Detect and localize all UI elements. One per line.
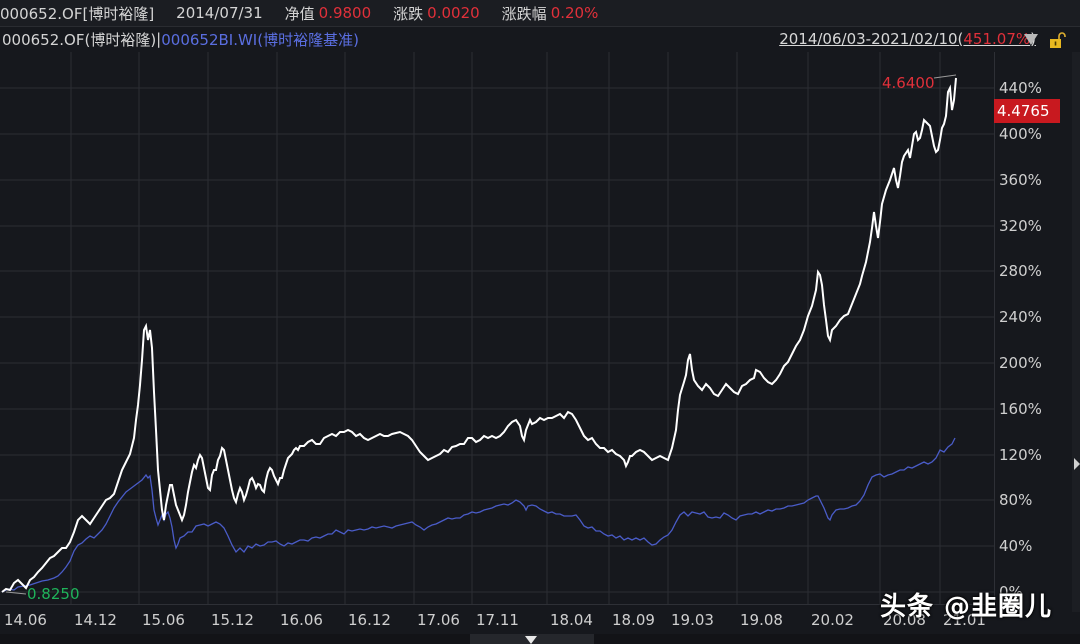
x-tick: 19.08 [740,611,783,629]
y-tick: 240% [999,308,1042,326]
legend-fund[interactable]: 000652.OF(博时裕隆) [2,30,157,49]
x-tick: 20.02 [811,611,854,629]
expand-right-arrow-icon[interactable] [1074,458,1080,470]
fund-line [1,77,957,593]
x-tick: 21.01 [943,611,986,629]
x-tick: 17.11 [476,611,519,629]
pct-label: 涨跌幅 [501,4,547,23]
chart-plot-area[interactable] [0,52,994,612]
pct-value: 0.20% [550,4,599,22]
x-tick: 16.06 [280,611,323,629]
x-tick: 16.12 [348,611,391,629]
y-tick: 440% [999,79,1042,97]
nav-value: 0.9800 [318,4,372,22]
x-tick: 18.09 [612,611,655,629]
y-tick: 80% [999,491,1033,509]
date-range-selector[interactable]: 2014/06/03-2021/02/10(451.07%) [779,30,1036,48]
nav-label: 净值 [284,4,315,23]
legend-benchmark[interactable]: 000652BI.WI(博时裕隆基准) [161,30,359,49]
info-bar: 000652.OF[博时裕隆] 2014/07/31 净值 0.9800 涨跌 … [0,0,1080,27]
triangle-down-icon[interactable] [1024,34,1038,45]
watermark: 头条 @韭圈儿 [880,592,1053,622]
x-tick: 19.03 [671,611,714,629]
legend-bar: 000652.OF(博时裕隆) | 000652BI.WI(博时裕隆基准) [0,27,1080,51]
y-axis: 440% 400% 360% 320% 280% 240% 200% 160% … [994,52,1073,612]
y-tick: 360% [999,171,1042,189]
x-tick: 15.06 [142,611,185,629]
unlock-icon[interactable] [1049,31,1067,49]
x-tick: 15.12 [211,611,254,629]
legend-separator: | [156,30,162,48]
info-date: 2014/07/31 [176,4,263,22]
x-tick: 17.06 [417,611,460,629]
y-tick: 0% [999,583,1023,601]
y-tick: 400% [999,125,1042,143]
benchmark-line [1,437,956,593]
range-dates: 2014/06/03-2021/02/10( [779,30,964,48]
range-return: 451.07% [963,30,1031,48]
y-tick: 200% [999,354,1042,372]
change-label: 涨跌 [393,4,424,23]
x-tick: 18.04 [550,611,593,629]
y-tick: 320% [999,217,1042,235]
min-value-label: 0.8250 [27,585,80,603]
y-tick: 40% [999,537,1033,555]
x-tick: 14.12 [74,611,117,629]
x-tick: 14.06 [4,611,47,629]
vertical-scrollbar[interactable] [1072,52,1080,612]
change-value: 0.0020 [427,4,480,22]
max-value-label: 4.6400 [882,74,935,92]
low-leader [5,591,27,595]
scroll-marker-icon[interactable] [525,636,537,644]
fund-code-name: 000652.OF[博时裕隆] [0,4,155,23]
grid-lines [0,52,994,604]
last-value-badge: 4.4765 [994,99,1060,123]
x-tick: 20.08 [883,611,926,629]
y-tick: 280% [999,262,1042,280]
x-axis: 14.06 14.12 15.06 15.12 16.06 16.12 17.0… [0,604,994,635]
peak-leader [933,74,957,79]
y-tick: 160% [999,400,1042,418]
y-tick: 120% [999,446,1042,464]
